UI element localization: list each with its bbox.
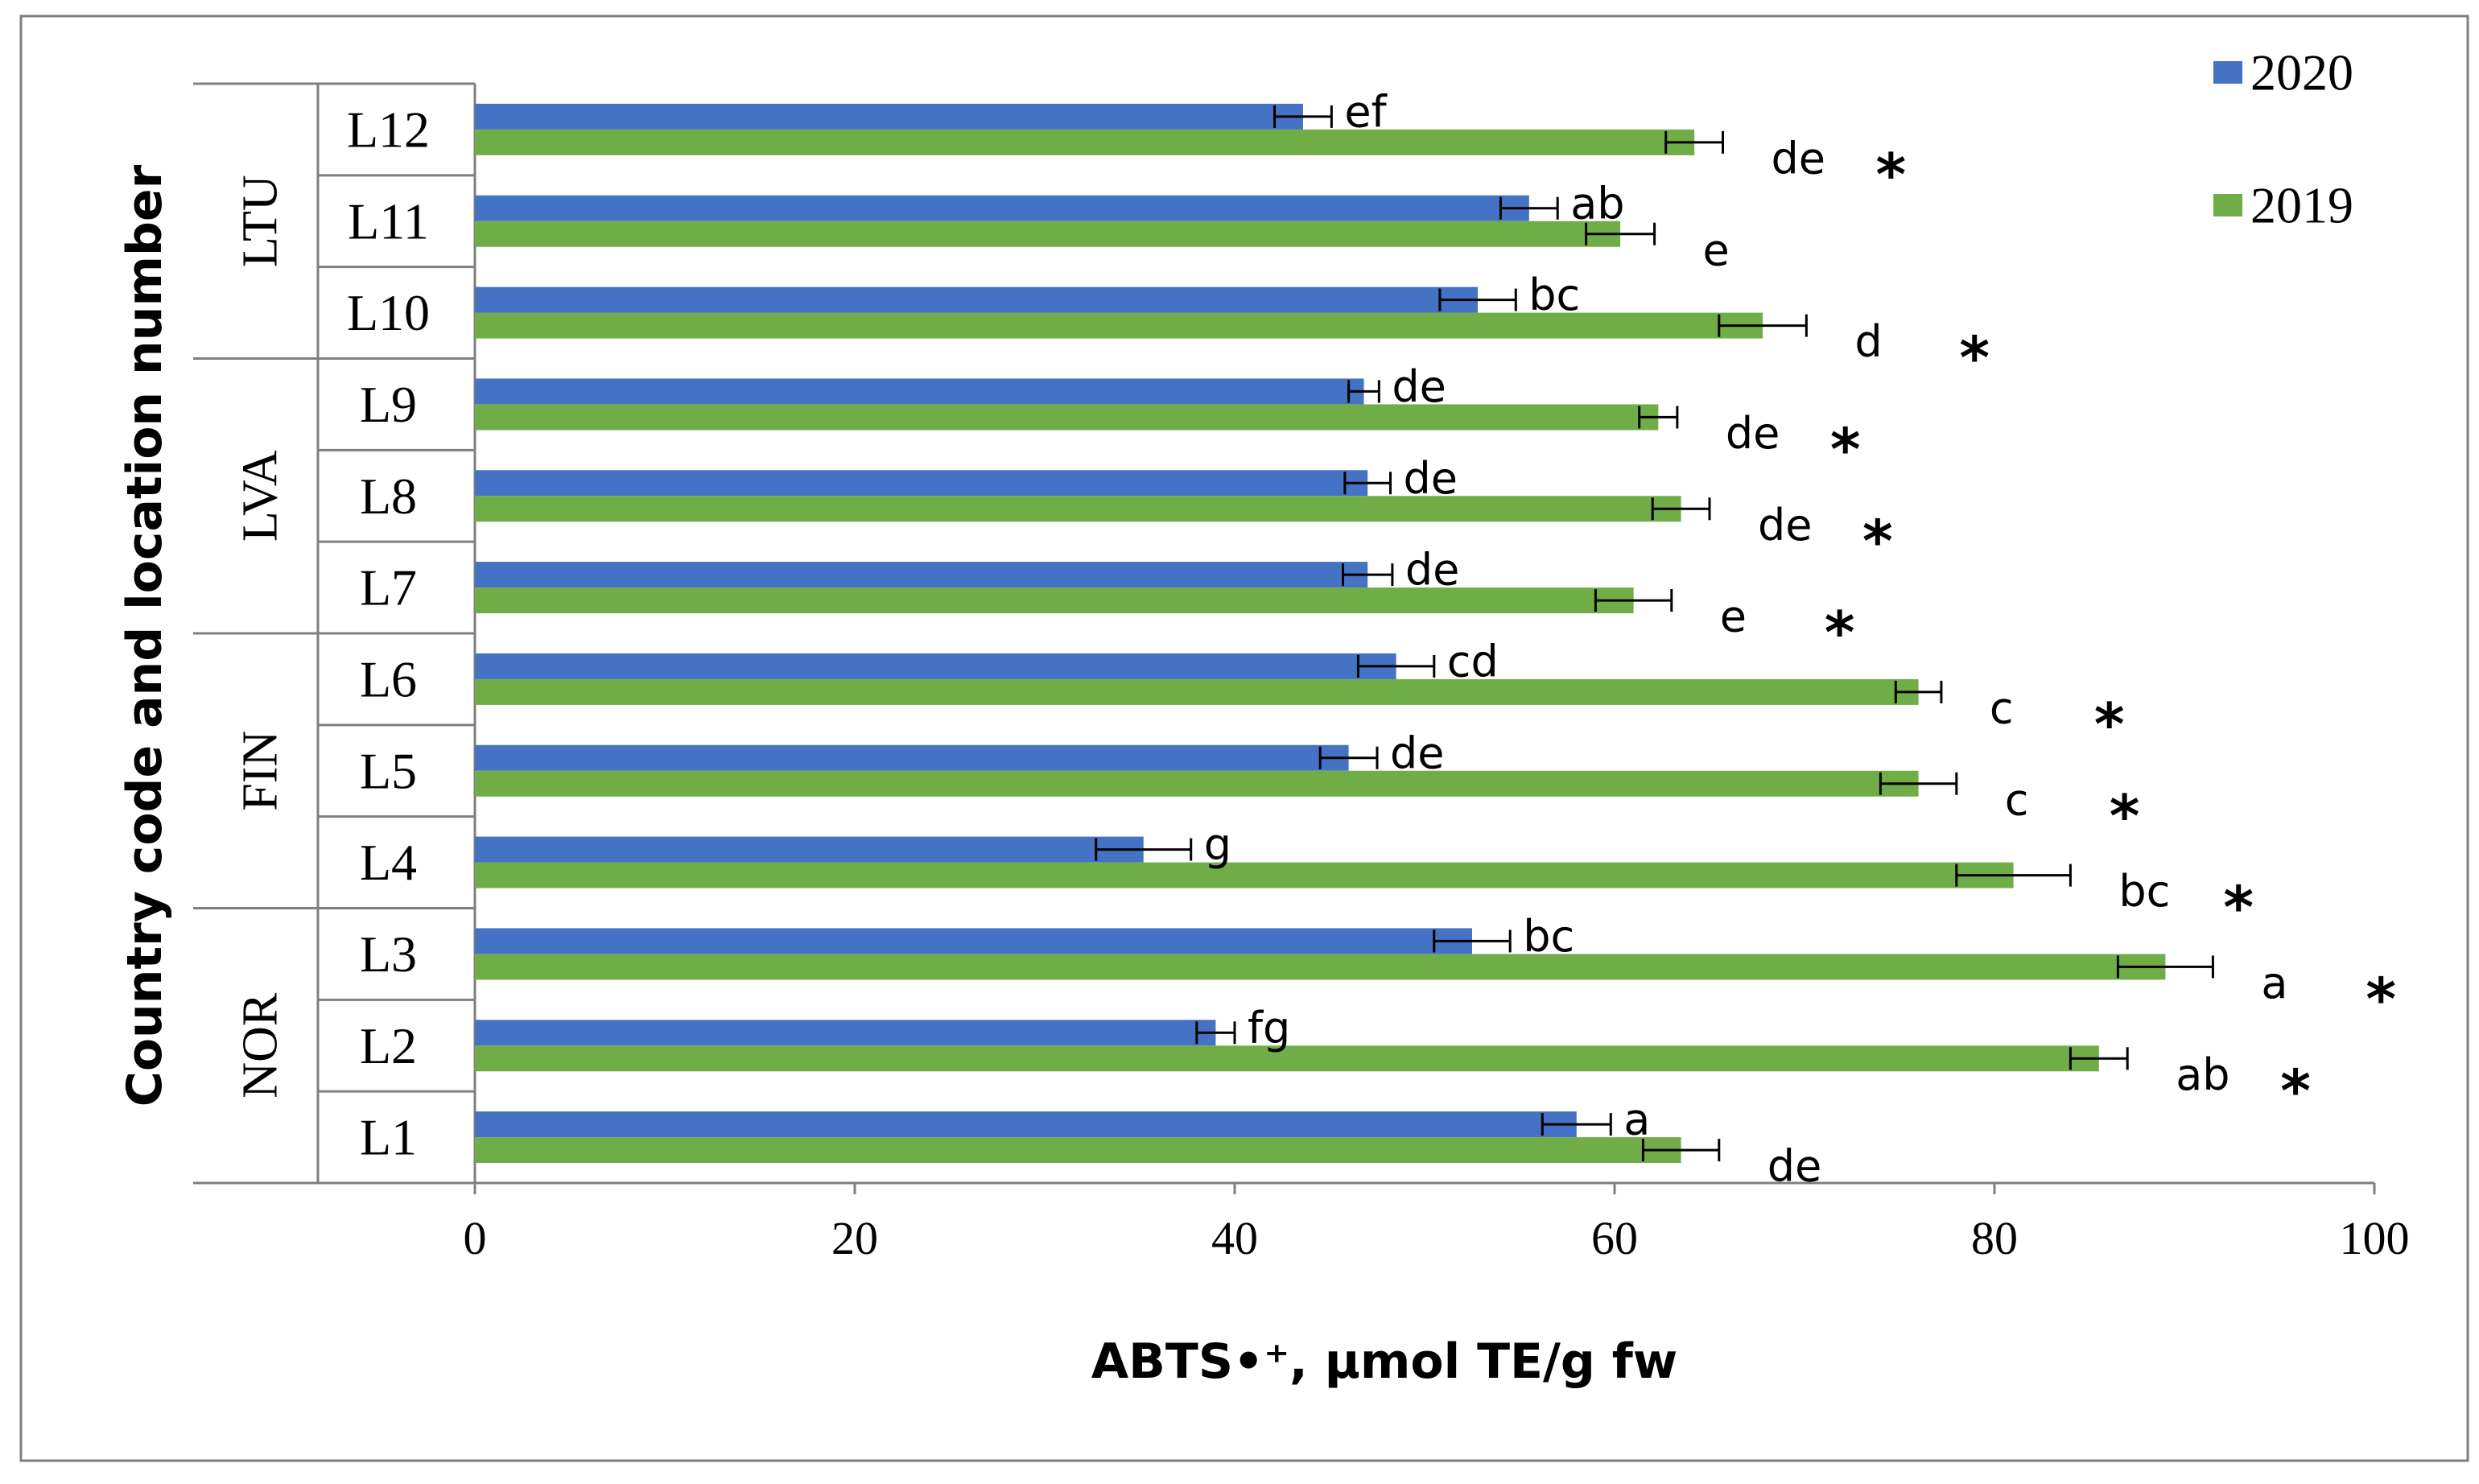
location-label: L9 <box>360 376 417 433</box>
group-label: NOR <box>233 992 288 1099</box>
letter-2019: e <box>1720 592 1747 642</box>
bar-2020 <box>475 1111 1577 1138</box>
y-axis-title: Country code and location number <box>117 164 173 1107</box>
bar-2020 <box>475 562 1368 588</box>
bar-2019 <box>475 312 1763 339</box>
letter-2020: de <box>1390 728 1445 778</box>
letter-2019: c <box>2005 774 2029 825</box>
location-label: L8 <box>360 468 417 525</box>
x-tick-label: 100 <box>2340 1212 2410 1264</box>
location-label: L4 <box>360 834 417 891</box>
letter-2019: a <box>2261 958 2287 1008</box>
group-label: LTU <box>233 175 288 267</box>
letter-2019: ab <box>2176 1049 2229 1100</box>
bar-2020 <box>475 378 1364 405</box>
bar-2019 <box>475 678 1919 705</box>
bar-2020 <box>475 103 1303 130</box>
legend-label-2020: 2020 <box>2250 44 2353 101</box>
letter-2020: bc <box>1528 270 1580 320</box>
bar-2019 <box>475 954 2166 980</box>
group-label: FIN <box>233 731 288 811</box>
x-tick-label: 80 <box>1971 1212 2018 1264</box>
location-label: L11 <box>348 192 429 249</box>
significance-marker: * <box>1862 507 1893 575</box>
bar-2019 <box>475 770 1919 797</box>
location-label: L6 <box>360 650 417 707</box>
letter-2020: ef <box>1344 86 1388 137</box>
group-label: LVA <box>233 450 288 542</box>
letter-2019: e <box>1703 225 1730 275</box>
location-label: L7 <box>360 559 417 616</box>
bar-2019 <box>475 1137 1681 1164</box>
x-tick-label: 0 <box>464 1212 487 1264</box>
bar-2019 <box>475 404 1659 431</box>
letter-2020: g <box>1204 819 1231 870</box>
bar-2019 <box>475 129 1695 155</box>
significance-marker: * <box>1825 599 1855 666</box>
bar-2019 <box>475 862 2014 888</box>
letter-2020: ab <box>1570 178 1624 229</box>
bar-2019 <box>475 1045 2099 1072</box>
x-axis-title: ABTS•⁺, µmol TE/g fw <box>1091 1334 1678 1390</box>
bar-2020 <box>475 836 1144 863</box>
location-label: L2 <box>360 1017 417 1074</box>
bar-2020 <box>475 286 1479 313</box>
letter-2020: fg <box>1248 1003 1290 1053</box>
significance-marker: * <box>2223 874 2254 942</box>
letter-2019: de <box>1726 408 1780 459</box>
bar-2019 <box>475 587 1634 614</box>
significance-marker: * <box>2110 782 2140 850</box>
letter-2020: bc <box>1523 911 1574 962</box>
legend-label-2019: 2019 <box>2250 177 2353 234</box>
letter-2020: a <box>1623 1094 1650 1145</box>
letter-2019: de <box>1758 500 1813 550</box>
letter-2019: c <box>1990 682 2014 733</box>
letter-2020: de <box>1404 453 1458 504</box>
letter-2020: de <box>1405 545 1460 596</box>
significance-marker: * <box>1830 415 1861 483</box>
bar-2019 <box>475 496 1681 522</box>
significance-marker: * <box>1959 324 1990 392</box>
letter-2020: cd <box>1447 636 1499 686</box>
chart-border <box>19 14 2469 1462</box>
x-tick-label: 60 <box>1591 1212 1638 1264</box>
location-label: L1 <box>360 1109 417 1166</box>
letter-2019: de <box>1772 133 1826 183</box>
legend-swatch-2019 <box>2213 194 2242 216</box>
legend-swatch-2020 <box>2213 61 2242 84</box>
location-label: L10 <box>347 284 430 341</box>
bar-2019 <box>475 221 1621 247</box>
x-tick-label: 40 <box>1211 1212 1258 1264</box>
location-label: L3 <box>360 925 417 983</box>
bar-2020 <box>475 744 1349 771</box>
location-label: L12 <box>347 101 430 158</box>
bar-2020 <box>475 195 1529 221</box>
significance-marker: * <box>2280 1057 2311 1124</box>
significance-marker: * <box>2366 965 2396 1033</box>
x-tick-label: 20 <box>831 1212 878 1264</box>
bar-2020 <box>475 928 1472 954</box>
bar-2020 <box>475 470 1368 497</box>
letter-2019: bc <box>2118 866 2170 917</box>
location-label: L5 <box>360 742 417 799</box>
letter-2019: de <box>1767 1141 1822 1192</box>
bar-2020 <box>475 1020 1216 1046</box>
significance-marker: * <box>2094 690 2125 758</box>
letter-2020: de <box>1392 361 1446 412</box>
significance-marker: * <box>1876 141 1907 208</box>
letter-2019: d <box>1854 316 1882 367</box>
bar-2020 <box>475 653 1396 679</box>
